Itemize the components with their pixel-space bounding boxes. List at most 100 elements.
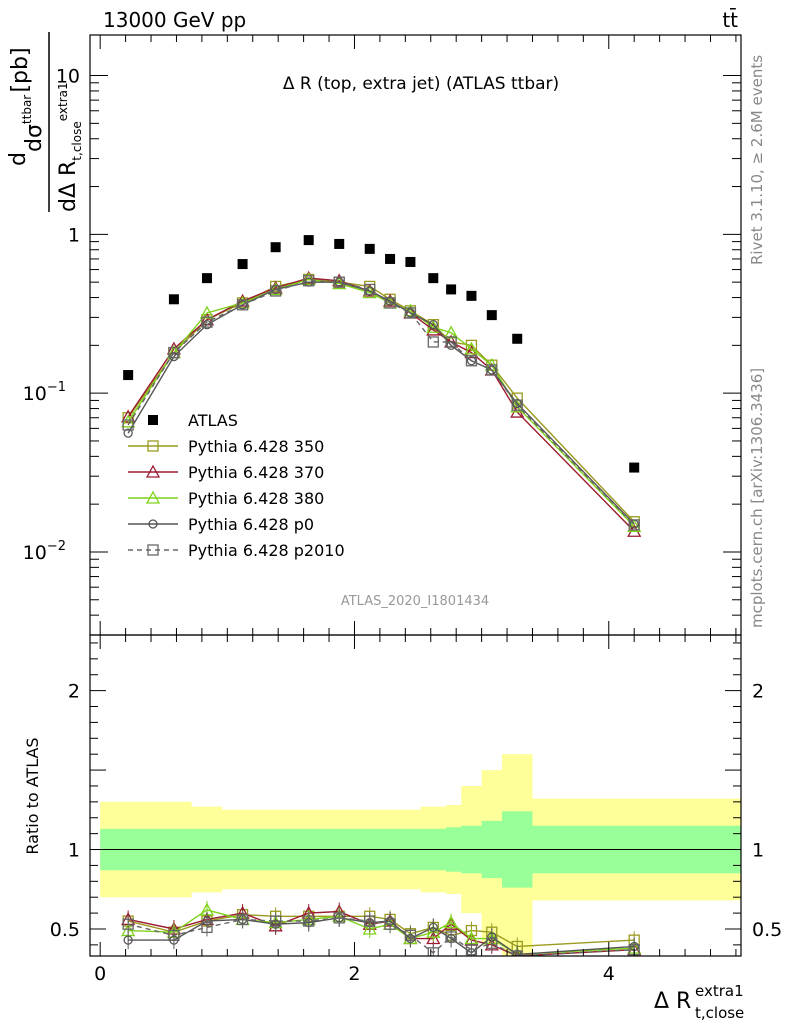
ratio-point (444, 915, 459, 929)
legend-entry: Pythia 6.428 p0 (128, 515, 314, 534)
y-tick-exponent: −1 (47, 380, 66, 395)
mc-point (333, 276, 345, 288)
mc-point (487, 365, 497, 375)
y-tick-label: 10−2 (23, 539, 66, 564)
rivet-version-label: Rivet 3.1.10, ≥ 2.6M events (748, 55, 766, 265)
legend-marker (148, 519, 158, 529)
channel-label: tt̄ (722, 7, 738, 32)
atlas-data-point (303, 235, 314, 246)
atlas-data-point (385, 253, 396, 264)
mc-point (303, 275, 315, 287)
legend-label: Pythia 6.428 p0 (188, 515, 314, 534)
legend-marker (147, 440, 159, 452)
mc-series-line (127, 278, 635, 523)
ratio-point (333, 912, 345, 924)
atlas-data-point (237, 259, 248, 270)
main-panel-marks (121, 235, 642, 537)
ratio-point (426, 931, 441, 945)
mc-point (122, 419, 134, 431)
mc-point (269, 285, 282, 297)
ratio-y-tick-label: 1 (68, 840, 80, 862)
ratio-point (269, 915, 282, 927)
ratio-point (364, 915, 376, 927)
mc-point (235, 293, 250, 307)
mc-point (199, 305, 215, 319)
ratio-series-line (128, 917, 635, 956)
main-panel-axes: 10−2 10−1 1 10 (23, 34, 742, 636)
x-tick-label: 4 (603, 963, 615, 985)
mc-point (404, 307, 417, 319)
main-panel: 10−2 10−1 1 10 Δ R (top, extra jet) (ATLAS … (6, 32, 742, 636)
legend-entry: Pythia 6.428 p2010 (128, 541, 345, 560)
chart-title: Δ R (top, extra jet) (ATLAS ttbar) (283, 74, 559, 94)
ratio-point (168, 929, 180, 941)
mc-point (384, 297, 396, 309)
legend-marker (147, 544, 159, 556)
mc-point (444, 325, 459, 339)
atlas-data-point (486, 310, 497, 321)
legend-label: Pythia 6.428 350 (188, 437, 324, 456)
legend-entry: Pythia 6.428 350 (128, 437, 324, 456)
mc-point (385, 296, 395, 306)
ratio-point (236, 913, 249, 926)
mc-point (428, 320, 438, 330)
mc-point (237, 300, 248, 310)
ratio-point (428, 922, 438, 933)
legend-label: Pythia 6.428 p2010 (188, 541, 345, 560)
ratio-point (486, 937, 498, 949)
ratio-series-3 (123, 908, 639, 956)
legend-marker (145, 464, 161, 478)
process-label: 13000 GeV pp (103, 8, 246, 32)
y-tick-label: 10 (56, 66, 80, 88)
mc-point (334, 277, 344, 287)
mc-series-line (127, 280, 635, 526)
ratio-point (511, 950, 523, 956)
atlas-data-point (446, 284, 457, 295)
atlas-data-point (466, 290, 477, 301)
mc-point (445, 336, 457, 348)
legend-entry: Pythia 6.428 380 (128, 489, 324, 508)
mc-point (168, 346, 180, 359)
mc-point (465, 355, 478, 367)
mc-point (122, 412, 134, 424)
legend-entry: ATLAS (148, 411, 238, 430)
legend-marker (145, 490, 161, 504)
ratio-point (362, 921, 377, 935)
ratio-series-line (127, 913, 635, 948)
atlas-data-point (629, 462, 640, 473)
mc-series-line (127, 278, 635, 527)
ratio-point (201, 921, 213, 934)
ratio-y-tick-label: 0.5 (50, 919, 80, 941)
ratio-panel-frame (89, 634, 742, 957)
ratio-point (384, 918, 396, 930)
legend: ATLAS Pythia 6.428 350 Pythia 6.428 370 Pyt… (128, 411, 345, 560)
mc-point (201, 316, 213, 328)
legend-label: Pythia 6.428 370 (188, 463, 324, 482)
legend-entry: Pythia 6.428 370 (128, 463, 324, 482)
mc-point (426, 322, 441, 336)
ratio-point (123, 935, 133, 945)
ratio-point (465, 943, 478, 956)
ratio-point (122, 918, 134, 930)
y-tick-exponent: −2 (47, 539, 66, 554)
ratio-point (445, 931, 457, 943)
ratio-series-line (128, 909, 635, 956)
mc-point (202, 320, 212, 330)
atlas-data-point (334, 238, 345, 249)
ratio-point (426, 924, 441, 938)
x-tick-label: 0 (94, 963, 106, 985)
atlas-data-point (123, 370, 134, 381)
y-title-units: [pb] (8, 47, 33, 92)
mc-series-4 (122, 275, 640, 531)
mc-point (364, 283, 376, 296)
y-title-d-num: d (6, 152, 31, 166)
mc-point (511, 399, 523, 411)
ratio-series-line (127, 917, 635, 956)
atlas-data-points (123, 235, 640, 473)
x-tick-label: 2 (348, 963, 360, 985)
ratio-panel-marks (90, 754, 741, 956)
ratio-y-label: Ratio to ATLAS (23, 737, 42, 854)
y-tick-label: 10−1 (23, 380, 66, 405)
